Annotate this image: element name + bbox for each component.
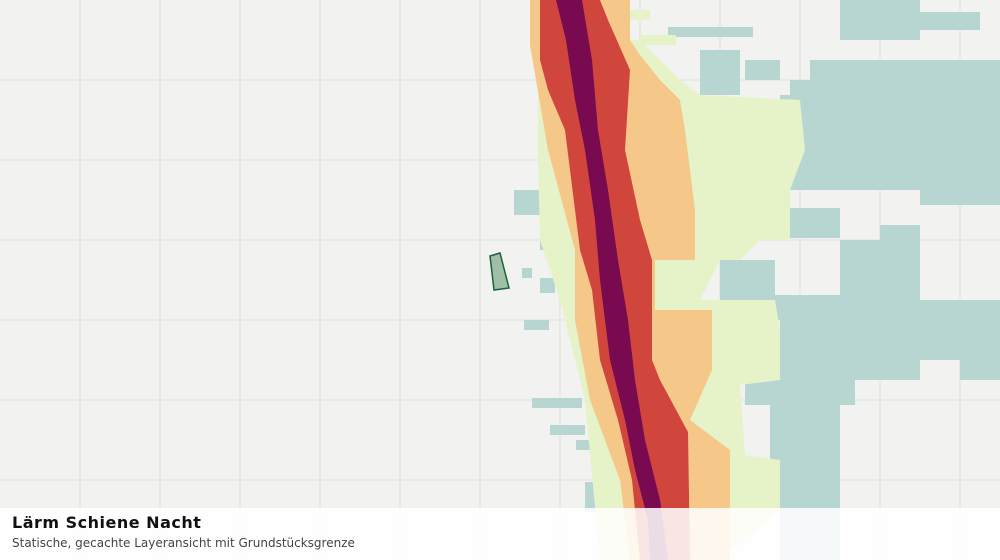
noise-bands — [530, 0, 805, 560]
caption: Lärm Schiene Nacht Statische, gecachte L… — [0, 508, 1000, 560]
caption-title: Lärm Schiene Nacht — [12, 513, 202, 532]
noise-zone-very-high — [556, 0, 668, 560]
parcel-boundary — [489, 252, 510, 291]
caption-subtitle: Statische, gecachte Layeransicht mit Gru… — [12, 536, 355, 550]
